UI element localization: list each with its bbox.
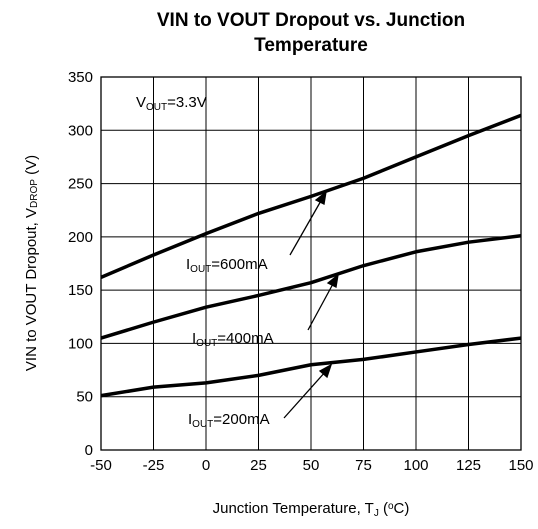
arrow xyxy=(289,198,323,256)
label-part: (V) xyxy=(23,155,40,179)
annotation: VOUT=3.3V xyxy=(136,94,207,113)
label-part: ( xyxy=(379,500,388,517)
axes xyxy=(100,76,522,451)
label-part: I xyxy=(186,256,190,273)
y-tick-label: 350 xyxy=(68,69,93,86)
y-tick-label: 300 xyxy=(68,122,93,139)
arrows xyxy=(283,190,339,419)
x-axis-label: Junction Temperature, TJ (oC) xyxy=(213,500,410,519)
y-tick-label: 150 xyxy=(68,282,93,299)
label-part: J xyxy=(374,508,379,519)
label-part: OUT xyxy=(146,102,167,113)
arrow xyxy=(307,281,335,331)
series-label: IOUT=200mA xyxy=(188,411,270,430)
label-part: V xyxy=(136,94,146,111)
arrowhead xyxy=(318,363,333,379)
x-tick-label: 125 xyxy=(456,457,481,474)
arrow xyxy=(283,370,327,419)
x-tick-label: 150 xyxy=(508,457,533,474)
arrowhead xyxy=(326,273,339,288)
label-part: o xyxy=(388,501,394,512)
x-tick-label: 75 xyxy=(355,457,372,474)
x-tick-label: 0 xyxy=(202,457,210,474)
label-part: I xyxy=(188,411,192,428)
x-tick-label: -50 xyxy=(90,457,112,474)
label-part: VIN to VOUT Dropout, V xyxy=(23,208,40,371)
label-part: =3.3V xyxy=(167,94,207,111)
y-axis-label: VIN to VOUT Dropout, VDROP (V) xyxy=(23,155,40,371)
label-part: =400mA xyxy=(217,330,273,347)
label-part: Junction Temperature, T xyxy=(213,500,374,517)
y-tick-label: 0 xyxy=(85,442,93,459)
y-tick-label: 100 xyxy=(68,335,93,352)
label-part: OUT xyxy=(192,419,213,430)
x-tick-label: 50 xyxy=(303,457,320,474)
series-line xyxy=(100,336,522,398)
label-part: I xyxy=(192,330,196,347)
y-tick-label: 50 xyxy=(76,389,93,406)
chart-title: VIN to VOUT Dropout vs. Junction Tempera… xyxy=(156,10,466,56)
x-tick-label: 100 xyxy=(403,457,428,474)
series-label: IOUT=400mA xyxy=(192,330,274,349)
plot-frame xyxy=(100,76,522,451)
label-part: OUT xyxy=(190,264,211,275)
x-tick-label: 25 xyxy=(250,457,267,474)
series-line xyxy=(100,113,522,279)
series-line xyxy=(100,234,522,340)
y-tick-label: 200 xyxy=(68,229,93,246)
label-part: DROP xyxy=(29,179,40,208)
x-tick-label: -25 xyxy=(143,457,165,474)
y-tick-label: 250 xyxy=(68,176,93,193)
arrowhead xyxy=(314,190,327,205)
series-label: IOUT=600mA xyxy=(186,256,268,275)
label-part: =600mA xyxy=(211,256,267,273)
label-part: C) xyxy=(394,500,410,517)
label-part: =200mA xyxy=(213,411,269,428)
